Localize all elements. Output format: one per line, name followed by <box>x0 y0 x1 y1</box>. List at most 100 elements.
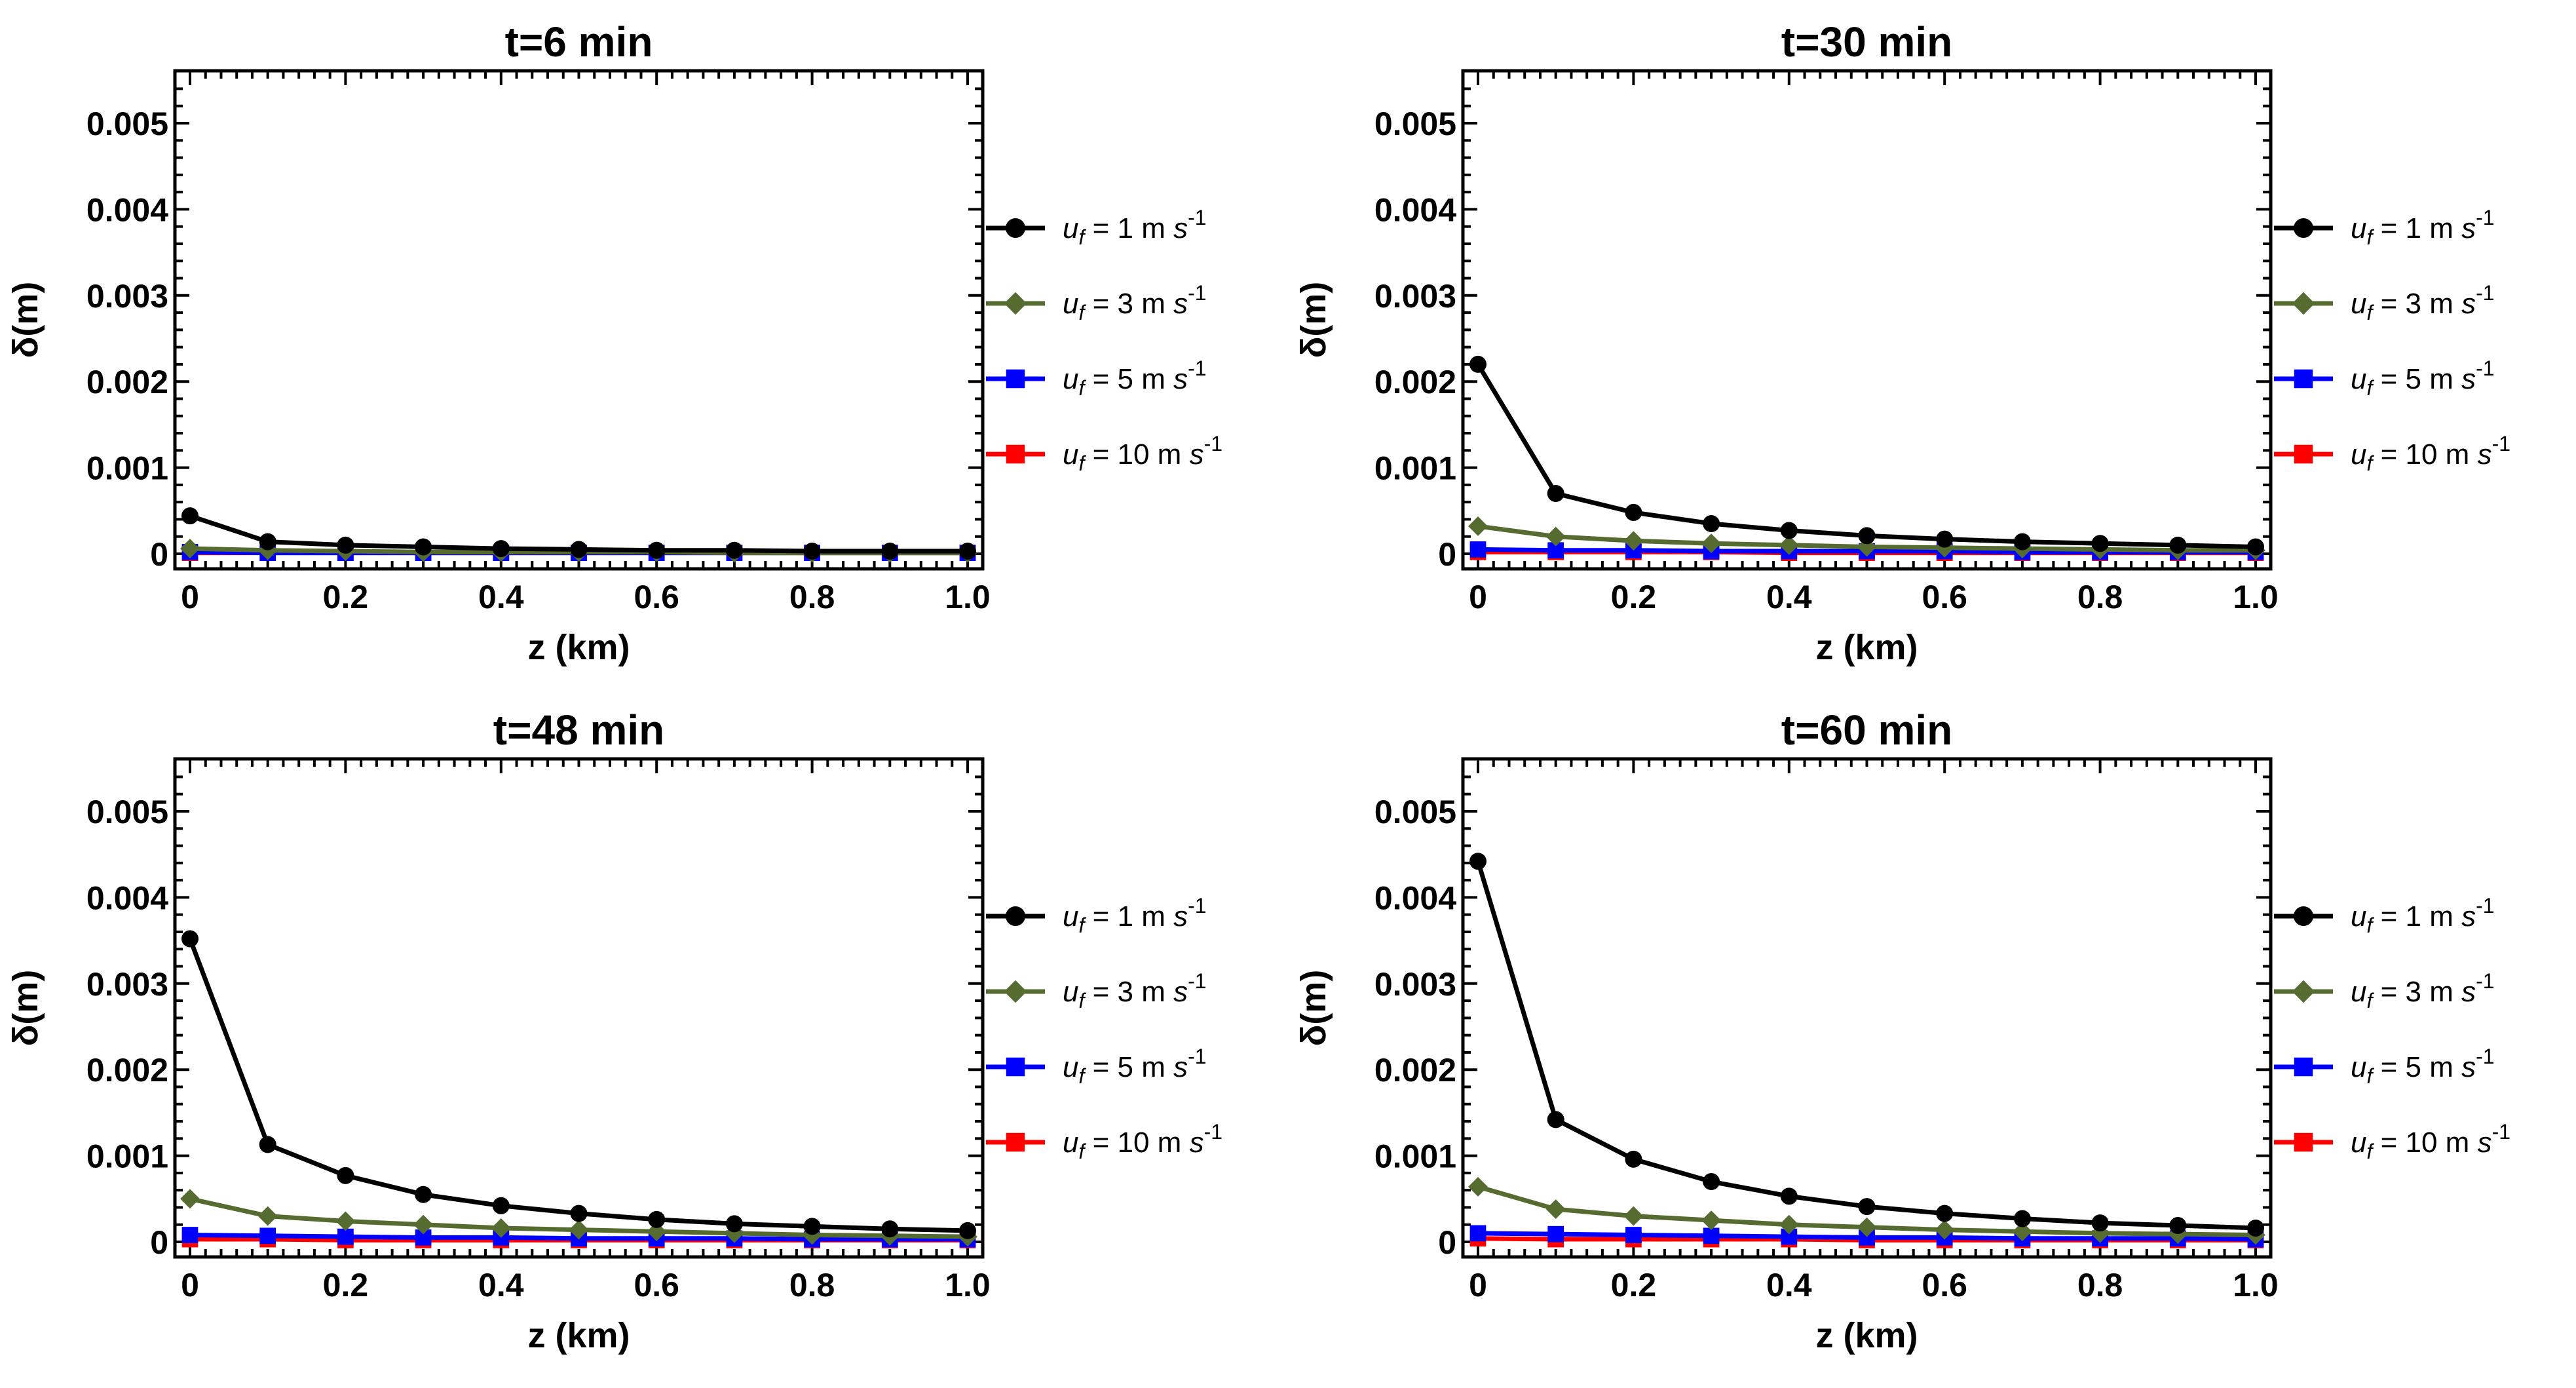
data-point <box>1858 527 1876 545</box>
data-point <box>1545 1199 1566 1220</box>
data-point <box>570 541 588 558</box>
x-tick-label: 0 <box>1469 579 1487 615</box>
data-point <box>803 1218 821 1235</box>
plot-frame <box>173 69 985 571</box>
data-point <box>1469 541 1487 558</box>
y-tick-label: 0.003 <box>1374 278 1456 315</box>
legend-marker <box>2294 1132 2313 1152</box>
x-tick-label: 0.2 <box>323 1267 369 1303</box>
data-point <box>1703 1227 1720 1244</box>
data-point <box>335 1211 356 1231</box>
y-tick-label: 0.003 <box>86 278 168 315</box>
x-tick-label: 0.4 <box>1766 579 1812 615</box>
x-tick-label: 0.6 <box>634 1267 679 1303</box>
data-point <box>259 533 276 550</box>
legend-marker <box>2294 369 2313 389</box>
legend-label: uf = 1 m s-1 <box>1063 206 1207 249</box>
data-point <box>259 1227 276 1244</box>
data-point <box>2013 533 2031 550</box>
data-point <box>1701 1210 1722 1231</box>
data-point <box>1469 355 1487 373</box>
data-point <box>2247 538 2264 556</box>
legend-item: uf = 1 m s-1 <box>2274 894 2495 937</box>
x-tick-label: 1.0 <box>945 579 991 615</box>
data-point <box>1547 1111 1564 1128</box>
data-point <box>1779 1214 1799 1235</box>
y-tick-label: 0.002 <box>1374 364 1456 400</box>
chart-title: t=60 min <box>1781 706 1952 754</box>
y-axis-label: δ(m) <box>1294 282 1333 358</box>
legend-item: uf = 1 m s-1 <box>986 894 1207 937</box>
y-tick-label: 0.003 <box>86 966 168 1003</box>
legend-label: uf = 5 m s-1 <box>2351 1045 2495 1088</box>
y-tick-label: 0.001 <box>86 450 168 487</box>
legend-label: uf = 1 m s-1 <box>2351 206 2495 249</box>
plot-frame <box>1461 757 2273 1259</box>
legend: uf = 1 m s-1 uf = 3 m s-1 uf = 5 m s-1 uf =… <box>986 894 1222 1163</box>
data-point <box>2169 1217 2187 1235</box>
x-axis-label: z (km) <box>1815 1316 1918 1355</box>
x-tick-label: 0.2 <box>1611 1267 1657 1303</box>
data-point <box>1857 537 1877 557</box>
y-tick-label: 0 <box>150 536 168 573</box>
data-point <box>1623 531 1644 551</box>
data-point <box>180 1189 200 1209</box>
legend-item: uf = 5 m s-1 <box>986 1045 1207 1088</box>
data-point <box>1547 1225 1564 1243</box>
data-point <box>648 1210 666 1228</box>
x-tick-label: 1.0 <box>2233 579 2279 615</box>
plot-frame <box>1461 69 2273 571</box>
legend: uf = 1 m s-1 uf = 3 m s-1 uf = 5 m s-1 uf =… <box>986 206 1222 475</box>
data-point <box>2169 536 2187 554</box>
legend-item: uf = 5 m s-1 <box>986 357 1207 400</box>
legend: uf = 1 m s-1 uf = 3 m s-1 uf = 5 m s-1 uf =… <box>2274 894 2510 1163</box>
data-point <box>881 543 899 560</box>
data-point <box>415 538 432 556</box>
legend-item: uf = 5 m s-1 <box>2274 1045 2495 1088</box>
data-point <box>1857 1217 1877 1237</box>
data-point <box>1858 1198 1876 1216</box>
legend-label: uf = 3 m s-1 <box>1063 969 1207 1012</box>
x-tick-label: 0.2 <box>323 579 369 615</box>
legend-marker <box>2294 218 2313 238</box>
x-tick-label: 0.8 <box>789 1267 835 1303</box>
data-point <box>1935 1220 1955 1240</box>
y-tick-label: 0 <box>1438 536 1456 573</box>
data-point <box>1469 1225 1487 1242</box>
x-tick-label: 0.8 <box>2077 1267 2123 1303</box>
data-point <box>1936 1205 1954 1222</box>
y-tick-label: 0.004 <box>1374 879 1456 916</box>
x-tick-label: 1.0 <box>2233 1267 2279 1303</box>
y-tick-label: 0 <box>150 1224 168 1261</box>
legend-label: uf = 10 m s-1 <box>2351 1120 2510 1163</box>
y-tick-label: 0.005 <box>1374 106 1456 142</box>
legend-label: uf = 3 m s-1 <box>2351 281 2495 324</box>
legend-label: uf = 5 m s-1 <box>1063 1045 1207 1088</box>
legend-marker <box>2292 292 2315 315</box>
data-point <box>1701 533 1722 554</box>
legend-item: uf = 3 m s-1 <box>2274 281 2495 324</box>
data-point <box>337 1166 354 1184</box>
legend-item: uf = 1 m s-1 <box>986 206 1207 249</box>
data-point <box>2012 1222 2032 1242</box>
legend-marker <box>1006 1132 1025 1152</box>
data-point <box>1469 853 1487 870</box>
y-axis-label: δ(m) <box>1294 970 1333 1047</box>
y-tick-label: 0.004 <box>86 879 168 916</box>
x-tick-label: 0 <box>1469 1267 1487 1303</box>
data-point <box>1468 516 1488 536</box>
legend-marker <box>2292 980 2315 1003</box>
data-point <box>569 1220 589 1240</box>
data-point <box>959 1222 976 1239</box>
data-point <box>1625 1227 1642 1243</box>
data-point <box>803 543 821 560</box>
data-point <box>959 543 976 560</box>
chart-title: t=30 min <box>1781 18 1952 66</box>
series-line <box>1475 860 2256 1231</box>
legend-marker <box>1006 906 1025 926</box>
data-point <box>1779 535 1799 555</box>
data-point <box>181 507 199 525</box>
data-point <box>257 1206 278 1226</box>
chart-title: t=48 min <box>493 706 664 754</box>
x-tick-label: 1.0 <box>945 1267 991 1303</box>
